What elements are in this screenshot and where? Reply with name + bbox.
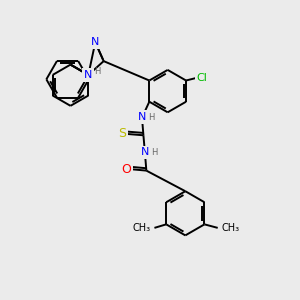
Text: N: N — [141, 147, 149, 158]
Text: O: O — [121, 163, 131, 176]
Text: H: H — [148, 112, 155, 122]
Text: CH₃: CH₃ — [133, 223, 151, 233]
Text: N: N — [138, 112, 146, 122]
Text: N: N — [84, 70, 92, 80]
Text: S: S — [118, 127, 126, 140]
Text: CH₃: CH₃ — [221, 223, 239, 233]
Text: Cl: Cl — [197, 73, 208, 82]
Text: H: H — [94, 68, 100, 76]
Text: H: H — [152, 148, 158, 157]
Text: N: N — [91, 37, 100, 47]
